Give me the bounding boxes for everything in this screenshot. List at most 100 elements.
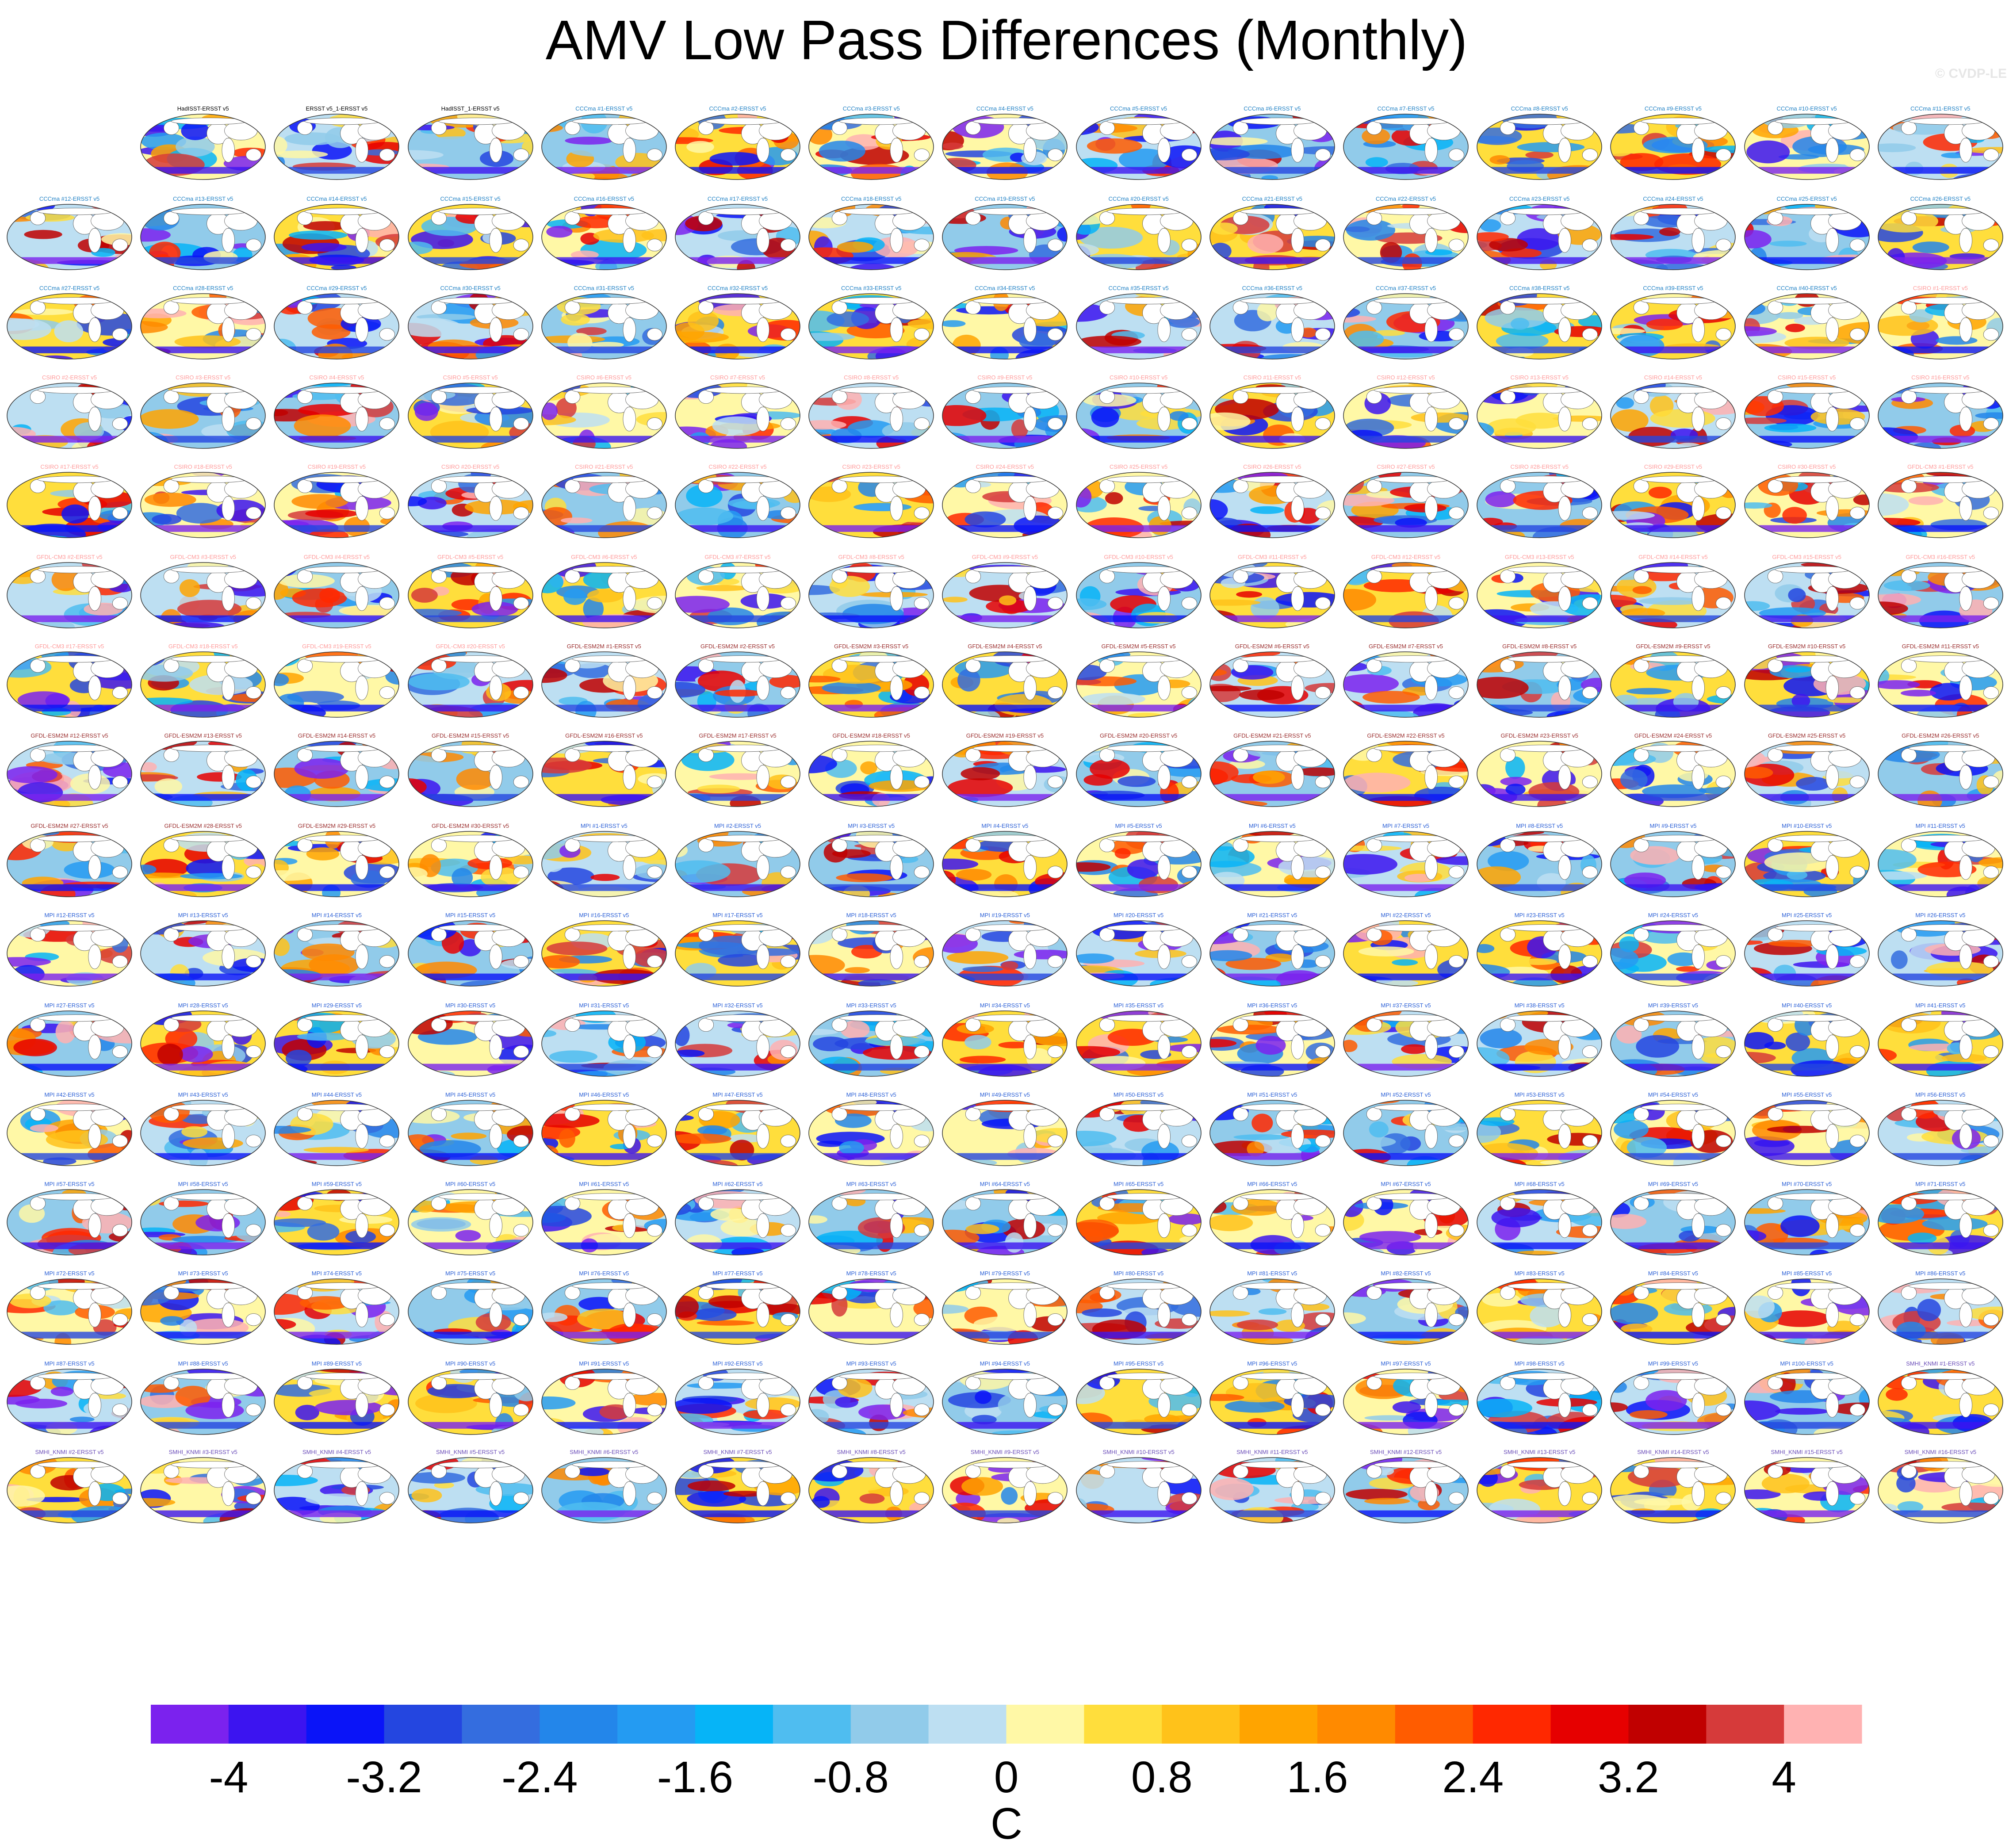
map-panel: MPI #80-ERSST v5 xyxy=(1075,1270,1202,1349)
panel-title: CSIRO #4-ERSST v5 xyxy=(309,374,364,381)
global-map xyxy=(1343,651,1469,718)
global-map xyxy=(1075,1369,1202,1435)
global-map xyxy=(1610,920,1736,987)
panel-title: MPI #96-ERSST v5 xyxy=(1247,1360,1297,1367)
panel-title: MPI #43-ERSST v5 xyxy=(178,1091,228,1098)
map-panel: MPI #16-ERSST v5 xyxy=(541,912,667,991)
global-map xyxy=(1878,383,2003,449)
panel-title: MPI #58-ERSST v5 xyxy=(178,1181,228,1187)
colorbar-box xyxy=(1706,1705,1784,1744)
colorbar-box xyxy=(1550,1705,1629,1744)
global-map xyxy=(7,383,132,449)
map-panel: CCCma #31-ERSST v5 xyxy=(541,285,667,363)
map-panel: MPI #88-ERSST v5 xyxy=(140,1360,266,1439)
panel-title: MPI #47-ERSST v5 xyxy=(712,1091,763,1098)
panel-title: MPI #40-ERSST v5 xyxy=(1781,1002,1832,1009)
panel-title: HadISST_1-ERSST v5 xyxy=(441,105,500,112)
map-panel: CSIRO #23-ERSST v5 xyxy=(808,463,934,542)
map-panel: GFDL-CM3 #1-ERSST v5 xyxy=(1877,463,2004,542)
global-map xyxy=(1878,1278,2003,1345)
map-panel: MPI #72-ERSST v5 xyxy=(6,1270,133,1349)
global-map xyxy=(675,1457,800,1523)
map-panel: MPI #56-ERSST v5 xyxy=(1877,1091,2004,1170)
map-panel: CCCma #23-ERSST v5 xyxy=(1476,195,1603,274)
panel-title: CCCma #23-ERSST v5 xyxy=(1509,195,1570,202)
panel-title: GFDL-CM3 #17-ERSST v5 xyxy=(34,643,104,650)
panel-title: GFDL-ESM2M #11-ERSST v5 xyxy=(1902,643,1979,650)
colorbar-box xyxy=(928,1705,1006,1744)
map-panel: CCCma #24-ERSST v5 xyxy=(1610,195,1736,274)
panel-title: CCCma #20-ERSST v5 xyxy=(1108,195,1169,202)
map-panel: MPI #41-ERSST v5 xyxy=(1877,1002,2004,1081)
panel-title: GFDL-ESM2M #8-ERSST v5 xyxy=(1502,643,1577,650)
panel-title: MPI #46-ERSST v5 xyxy=(579,1091,629,1098)
map-panel: MPI #31-ERSST v5 xyxy=(541,1002,667,1081)
global-map xyxy=(1878,1010,2003,1077)
map-panel: GFDL-ESM2M #15-ERSST v5 xyxy=(407,732,534,811)
panel-title: MPI #19-ERSST v5 xyxy=(980,912,1030,918)
global-map xyxy=(7,920,132,987)
panel-title: CCCma #31-ERSST v5 xyxy=(574,285,634,291)
panel-title: MPI #20-ERSST v5 xyxy=(1113,912,1164,918)
map-panel: MPI #6-ERSST v5 xyxy=(1209,823,1336,901)
panel-title: MPI #37-ERSST v5 xyxy=(1381,1002,1431,1009)
map-panel: MPI #38-ERSST v5 xyxy=(1476,1002,1603,1081)
global-map xyxy=(274,114,400,180)
global-map xyxy=(7,293,132,360)
map-panel: CCCma #25-ERSST v5 xyxy=(1744,195,1870,274)
panel-title: CSIRO #5-ERSST v5 xyxy=(443,374,498,381)
map-panel: MPI #86-ERSST v5 xyxy=(1877,1270,2004,1349)
global-map xyxy=(1477,1457,1602,1523)
panel-title: GFDL-ESM2M #14-ERSST v5 xyxy=(298,732,376,739)
map-panel: CCCma #4-ERSST v5 xyxy=(941,105,1068,184)
map-panel: GFDL-ESM2M #24-ERSST v5 xyxy=(1610,732,1736,811)
panel-title: CSIRO #18-ERSST v5 xyxy=(174,463,232,470)
map-panel: GFDL-CM3 #4-ERSST v5 xyxy=(273,554,400,632)
panel-title: MPI #71-ERSST v5 xyxy=(1915,1181,1966,1187)
panel-title: GFDL-ESM2M #24-ERSST v5 xyxy=(1634,732,1712,739)
map-panel: MPI #26-ERSST v5 xyxy=(1877,912,2004,991)
map-panel: MPI #12-ERSST v5 xyxy=(6,912,133,991)
map-panel: GFDL-ESM2M #14-ERSST v5 xyxy=(273,732,400,811)
panel-title: SMHI_KNMI #8-ERSST v5 xyxy=(837,1449,906,1455)
global-map xyxy=(274,472,400,538)
panel-title: CSIRO #9-ERSST v5 xyxy=(977,374,1033,381)
global-map xyxy=(808,1189,934,1255)
global-map xyxy=(675,293,800,360)
map-panel: MPI #64-ERSST v5 xyxy=(941,1181,1068,1259)
map-panel: CCCma #11-ERSST v5 xyxy=(1877,105,2004,184)
global-map xyxy=(1075,204,1202,270)
global-map xyxy=(1744,383,1870,449)
map-panel: GFDL-ESM2M #9-ERSST v5 xyxy=(1610,643,1736,722)
global-map xyxy=(140,562,266,628)
global-map xyxy=(1343,114,1469,180)
map-panel: MPI #79-ERSST v5 xyxy=(941,1270,1068,1349)
global-map xyxy=(808,920,934,987)
map-panel: CSIRO #9-ERSST v5 xyxy=(941,374,1068,453)
panel-title: CSIRO #11-ERSST v5 xyxy=(1243,374,1301,381)
colorbar-box xyxy=(1395,1705,1473,1744)
global-map xyxy=(1610,1189,1736,1255)
panel-title: CCCma #25-ERSST v5 xyxy=(1776,195,1837,202)
panel-title: MPI #68-ERSST v5 xyxy=(1514,1181,1565,1187)
global-map xyxy=(1610,651,1736,718)
map-panel: MPI #19-ERSST v5 xyxy=(941,912,1068,991)
map-panel: SMHI_KNMI #4-ERSST v5 xyxy=(273,1449,400,1527)
global-map xyxy=(1209,383,1335,449)
panel-title: CCCma #3-ERSST v5 xyxy=(842,105,900,112)
map-panel: MPI #35-ERSST v5 xyxy=(1075,1002,1202,1081)
map-panel: CCCma #15-ERSST v5 xyxy=(407,195,534,274)
panel-title: MPI #39-ERSST v5 xyxy=(1648,1002,1698,1009)
map-panel: MPI #89-ERSST v5 xyxy=(273,1360,400,1439)
panel-title: MPI #1-ERSST v5 xyxy=(580,823,628,829)
panel-title: CSIRO #21-ERSST v5 xyxy=(575,463,633,470)
panel-title: MPI #64-ERSST v5 xyxy=(980,1181,1030,1187)
map-panel: SMHI_KNMI #13-ERSST v5 xyxy=(1476,1449,1603,1527)
map-panel: GFDL-ESM2M #10-ERSST v5 xyxy=(1744,643,1870,722)
page-title: AMV Low Pass Differences (Monthly) xyxy=(545,9,1468,71)
global-map xyxy=(541,1278,667,1345)
global-map xyxy=(808,383,934,449)
global-map xyxy=(1878,920,2003,987)
panel-title: CSIRO #16-ERSST v5 xyxy=(1911,374,1970,381)
map-panel: MPI #24-ERSST v5 xyxy=(1610,912,1736,991)
